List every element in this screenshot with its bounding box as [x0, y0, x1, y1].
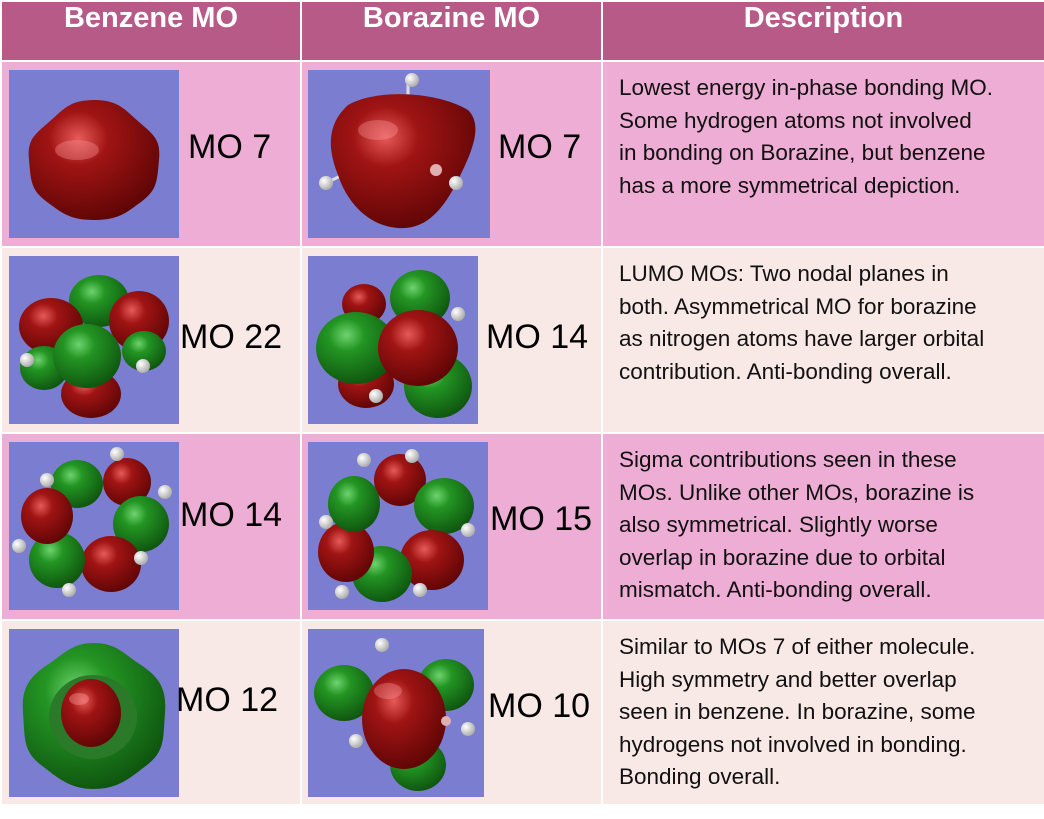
benzene-mo7-orbital-image	[9, 70, 179, 238]
benzene-mo12-orbital-image	[9, 629, 179, 797]
borazine-cell: MO 15	[300, 432, 603, 621]
benzene-mo-label: MO 14	[180, 496, 283, 534]
benzene-cell: MO 14	[0, 432, 302, 621]
borazine-mo-label: MO 10	[488, 687, 591, 725]
benzene-mo22-orbital-image	[9, 256, 179, 424]
borazine-cell: MO 10	[300, 619, 603, 806]
description-text: Similar to MOs 7 of either molecule. Hig…	[619, 634, 976, 789]
description-text: Lowest energy in-phase bonding MO. Some …	[619, 75, 993, 198]
benzene-mo-label: MO 12	[176, 681, 279, 719]
description-cell: Lowest energy in-phase bonding MO. Some …	[601, 60, 1044, 248]
description-cell: Similar to MOs 7 of either molecule. Hig…	[601, 619, 1044, 806]
borazine-cell: MO 7	[300, 60, 603, 248]
table-row: MO 14	[0, 432, 1044, 621]
description-cell: Sigma contributions seen in these MOs. U…	[601, 432, 1044, 621]
borazine-mo10-orbital-image	[308, 629, 484, 797]
benzene-cell: MO 12	[0, 619, 302, 806]
borazine-mo15-orbital-image	[308, 442, 488, 610]
benzene-cell: MO 22	[0, 246, 302, 434]
header-benzene-mo: Benzene MO	[0, 0, 302, 62]
benzene-mo14-orbital-image	[9, 442, 179, 610]
description-text: LUMO MOs: Two nodal planes in both. Asym…	[619, 261, 985, 384]
borazine-mo-label: MO 15	[490, 500, 593, 538]
description-cell: LUMO MOs: Two nodal planes in both. Asym…	[601, 246, 1044, 434]
borazine-mo7-orbital-image	[308, 70, 490, 238]
benzene-cell: MO 7	[0, 60, 302, 248]
table-row: MO 7	[0, 60, 1044, 248]
borazine-cell: MO 14	[300, 246, 603, 434]
benzene-mo-label: MO 22	[180, 318, 283, 356]
borazine-mo-label: MO 14	[486, 318, 589, 356]
table-row: MO 22	[0, 246, 1044, 434]
benzene-mo-label: MO 7	[188, 128, 272, 166]
header-description: Description	[601, 0, 1044, 62]
table-row: MO 12	[0, 619, 1044, 806]
borazine-mo-label: MO 7	[498, 128, 582, 166]
header-borazine-mo: Borazine MO	[300, 0, 603, 62]
description-text: Sigma contributions seen in these MOs. U…	[619, 447, 975, 602]
borazine-mo14-orbital-image	[308, 256, 478, 424]
